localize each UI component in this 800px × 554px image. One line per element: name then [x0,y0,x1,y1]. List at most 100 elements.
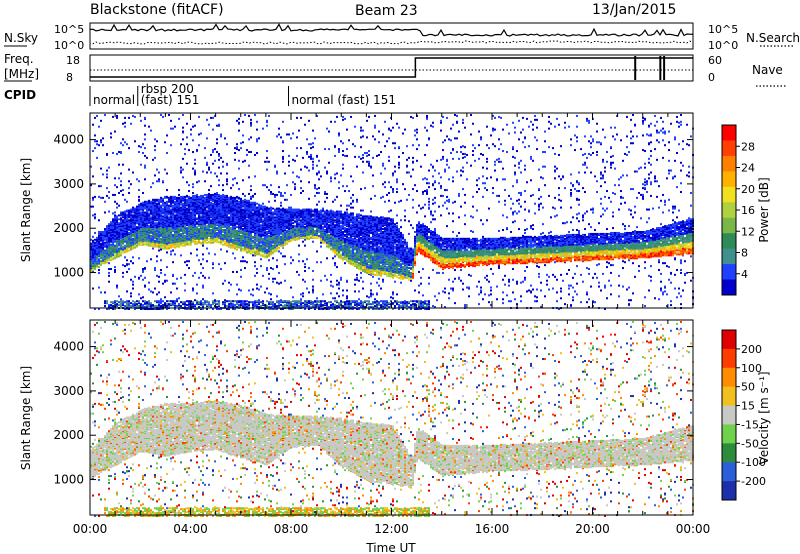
power-cell [166,134,168,136]
power-cell [98,185,100,187]
power-cell [210,194,212,196]
power-cell [122,216,124,218]
power-cell [164,169,166,171]
power-cell [166,300,168,302]
power-cell [156,203,158,205]
power-cell [200,300,202,302]
power-cell [168,211,170,213]
power-cell [286,230,288,232]
power-cell [102,197,104,199]
power-cell [154,267,156,269]
power-cell [126,236,128,238]
power-cell [100,141,102,143]
power-cell [240,147,242,149]
power-cell [104,211,106,213]
power-cell [260,301,262,303]
power-cell [144,302,146,304]
power-cell [254,300,256,302]
power-cell [124,237,126,239]
power-cell [222,229,224,231]
power-cell [134,233,136,235]
power-cell [228,225,230,227]
power-cell [196,228,198,230]
power-cell [112,244,114,246]
power-cell [202,230,204,232]
power-cell [236,148,238,150]
power-cell [220,232,222,234]
power-cell [194,159,196,161]
power-cell [144,167,146,169]
power-cell [132,256,134,258]
power-cell [146,235,148,237]
freq-unit: [MHz] [4,67,39,81]
power-cell [192,126,194,128]
power-cell [162,283,164,285]
power-cell [216,229,218,231]
power-cell [112,301,114,303]
power-cell [136,226,138,228]
power-cell [188,190,190,192]
power-cell [182,215,184,217]
power-cell [172,196,174,198]
power-cell [156,169,158,171]
power-cell [240,225,242,227]
power-cell [212,163,214,165]
power-cell [172,216,174,218]
power-cell [270,267,272,269]
power-cell [274,165,276,167]
power-cell [208,214,210,216]
power-cell [156,293,158,295]
power-cell [192,239,194,241]
power-cell [218,194,220,196]
power-cell [242,238,244,240]
power-cell [248,304,250,306]
power-cell [216,125,218,127]
power-cell [258,237,260,239]
power-cell [176,244,178,246]
power-cell [112,241,114,243]
power-cell [120,151,122,153]
power-cell [178,216,180,218]
power-cell [166,303,168,305]
power-cell [276,245,278,247]
power-cell [132,288,134,290]
power-cell [242,304,244,306]
power-cell [158,178,160,180]
power-cell [156,140,158,142]
power-cell [226,172,228,174]
power-cell [242,240,244,242]
power-cell [218,263,220,265]
power-cell [270,193,272,195]
power-cell [192,202,194,204]
power-cell [128,180,130,182]
power-cell [110,221,112,223]
power-cell [216,151,218,153]
power-cell [284,199,286,201]
power-cell [138,300,140,302]
freq-traces [90,56,693,80]
power-cell [258,225,260,227]
power-cell [242,248,244,250]
power-cell [230,243,232,245]
power-cell [248,219,250,221]
power-cell [276,295,278,297]
power-cell [252,231,254,233]
power-cell [286,199,288,201]
power-cell [156,224,158,226]
power-cell [158,250,160,252]
power-cell [196,235,198,237]
power-cell [262,229,264,231]
power-cell [180,245,182,247]
power-cell [162,116,164,118]
power-cell [228,238,230,240]
power-cell [224,204,226,206]
power-cell [116,207,118,209]
power-cell [264,291,266,293]
power-cell [232,178,234,180]
power-cell [194,299,196,301]
power-cell [252,254,254,256]
power-cell [220,195,222,197]
power-cell [284,209,286,211]
power-cell [178,194,180,196]
power-cell [114,177,116,179]
